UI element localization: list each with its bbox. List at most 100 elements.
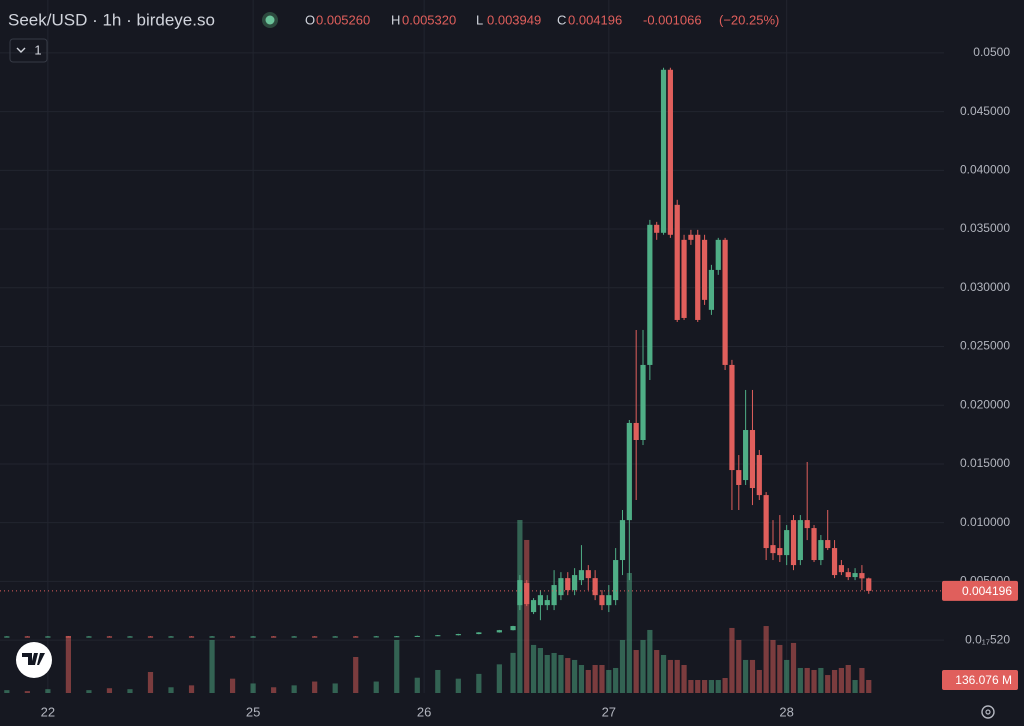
volume-bar	[291, 685, 297, 693]
candle-body	[45, 636, 51, 638]
candle-body	[476, 632, 482, 635]
button-frame	[9, 38, 48, 63]
volume-bar	[147, 671, 154, 693]
volume-bar	[825, 675, 831, 693]
volume-bar	[749, 659, 756, 693]
volume-bar	[4, 690, 10, 693]
candle-body	[537, 595, 544, 606]
y-tick-label: 0.0₁₇520	[965, 632, 1010, 646]
candle-body	[455, 634, 461, 636]
candle-body	[743, 430, 749, 481]
last-volume-box	[942, 670, 1018, 691]
volume-bar	[353, 656, 359, 693]
candle-body	[24, 636, 30, 638]
candle-body	[722, 239, 728, 365]
volume-bar	[229, 678, 236, 693]
candle-body	[647, 224, 653, 365]
volume-bar	[496, 664, 502, 693]
volume-bar	[852, 680, 858, 693]
x-tick-label: 26	[417, 704, 431, 719]
volume-bar	[838, 667, 844, 693]
volume-bar	[845, 665, 851, 693]
tradingview-logo[interactable]	[16, 642, 52, 678]
gear-hub	[985, 709, 991, 715]
volume-bar	[188, 685, 195, 693]
volume-bar	[106, 688, 113, 693]
grid	[0, 0, 944, 693]
volume-bar	[770, 639, 776, 693]
y-tick-label: 0.040000	[960, 162, 1010, 176]
volume-bar	[45, 689, 51, 693]
candle-body	[729, 364, 735, 471]
gear-icon	[981, 705, 995, 719]
candle-body	[818, 540, 824, 561]
x-tick-label: 25	[246, 704, 260, 719]
candle-body	[763, 495, 769, 549]
volume-bar	[250, 683, 256, 693]
candle-body	[804, 520, 810, 529]
volume-bar	[708, 680, 715, 693]
volume-bar	[537, 648, 544, 693]
candle-body	[715, 239, 721, 270]
volume-bar	[811, 669, 817, 693]
candle-body	[188, 636, 195, 638]
volume-bar	[86, 690, 92, 693]
volume-bar	[530, 644, 537, 693]
volume-bar	[722, 678, 728, 693]
volume-bar	[667, 659, 673, 693]
y-tick-label: 0.045000	[960, 104, 1010, 118]
candle-body	[784, 530, 790, 556]
volume-bar	[743, 659, 749, 693]
volume-bar	[510, 652, 516, 693]
candle-body	[695, 234, 701, 320]
volume-bar	[804, 667, 810, 693]
candle-body	[510, 626, 516, 631]
candle-body	[250, 636, 256, 638]
candle-body	[106, 636, 113, 638]
last-volume-label: 136.076 M	[955, 673, 1012, 687]
candle-body	[633, 422, 639, 440]
change-value: -0.001066	[643, 12, 702, 27]
candle-body	[291, 636, 297, 638]
candle-body	[688, 234, 694, 240]
candle-body	[209, 636, 215, 638]
ohlc-value: 0.005320	[402, 12, 456, 27]
interval-button[interactable]: 1	[9, 38, 48, 63]
candle-body	[551, 585, 557, 606]
candle-body	[681, 239, 687, 318]
candle-body	[811, 528, 817, 561]
volume-bar	[592, 665, 598, 693]
y-tick-label: 0.030000	[960, 280, 1010, 294]
volume-bar	[784, 659, 790, 693]
candle-body	[578, 570, 585, 581]
volume-bar	[476, 673, 482, 693]
candle-body	[496, 630, 502, 633]
volume-bar	[695, 680, 701, 693]
volume-bar	[729, 627, 735, 693]
candle-body	[736, 470, 742, 485]
axes: 0.0₁₇5200.0050000.0100000.0150000.020000…	[0, 45, 1018, 719]
y-tick-label: 0.020000	[960, 397, 1010, 411]
volume-bar	[558, 654, 564, 693]
x-tick-label: 22	[41, 704, 55, 719]
candle-body	[838, 565, 844, 573]
candle-body	[373, 636, 379, 638]
volume-bar	[585, 669, 591, 693]
candle-body	[756, 455, 762, 496]
volume-bar	[24, 691, 30, 693]
volume-bar	[312, 681, 318, 693]
ohlc-key: L	[476, 12, 483, 27]
volume-bar	[271, 687, 277, 693]
candle-body	[394, 636, 400, 638]
candle-body	[572, 575, 578, 591]
volume-bar	[551, 652, 557, 693]
candle-body	[797, 520, 803, 561]
candle-body	[4, 636, 10, 638]
ohlc-value: 0.005260	[316, 12, 370, 27]
volume-bar	[524, 539, 530, 693]
candle-body	[701, 239, 708, 300]
y-tick-label: 0.025000	[960, 339, 1010, 353]
settings-button[interactable]	[981, 705, 995, 719]
volume-bar	[544, 654, 550, 693]
last-price-box	[942, 580, 1018, 601]
